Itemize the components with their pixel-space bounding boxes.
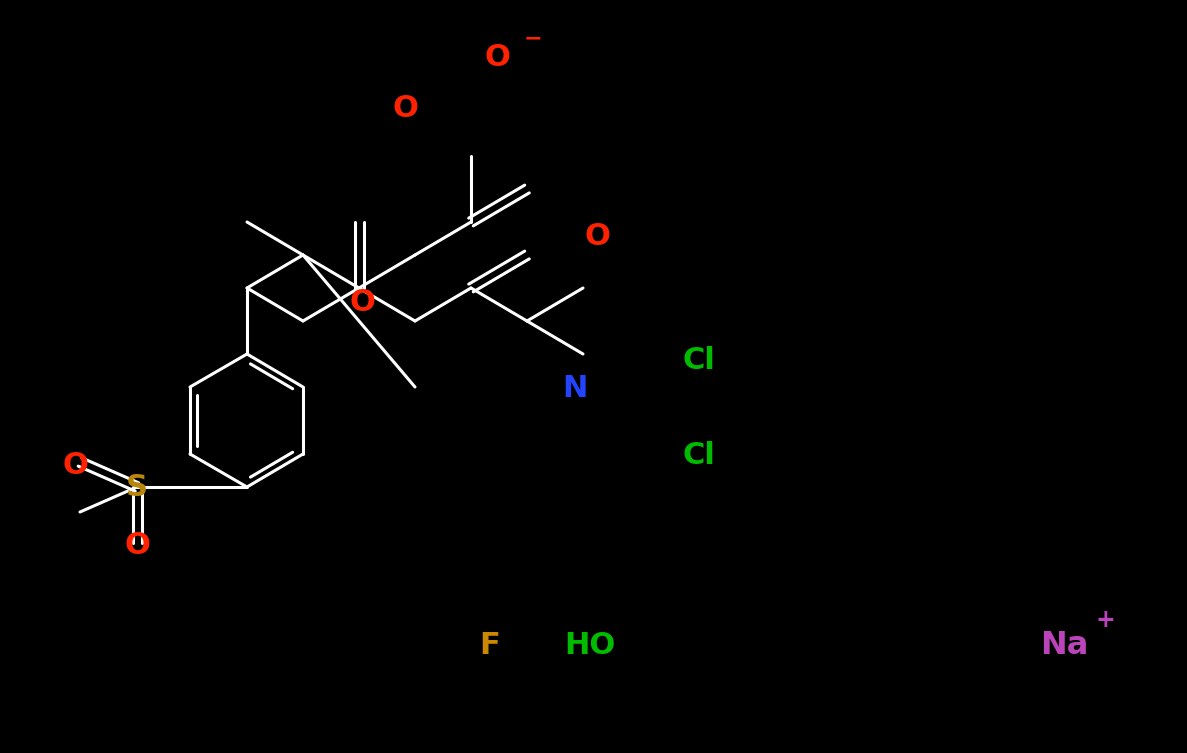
Text: O: O	[349, 288, 375, 316]
Text: Cl: Cl	[683, 441, 715, 470]
Text: S: S	[126, 472, 148, 501]
Text: HO: HO	[564, 630, 616, 660]
Text: −: −	[523, 28, 542, 48]
Text: N: N	[563, 373, 588, 403]
Text: Cl: Cl	[683, 346, 715, 374]
Text: +: +	[1096, 608, 1116, 632]
Text: O: O	[392, 93, 418, 123]
Text: Na: Na	[1040, 630, 1088, 660]
Text: O: O	[584, 221, 610, 251]
Text: O: O	[125, 531, 150, 559]
Text: O: O	[484, 42, 510, 72]
Text: O: O	[62, 450, 88, 480]
Text: F: F	[480, 630, 501, 660]
